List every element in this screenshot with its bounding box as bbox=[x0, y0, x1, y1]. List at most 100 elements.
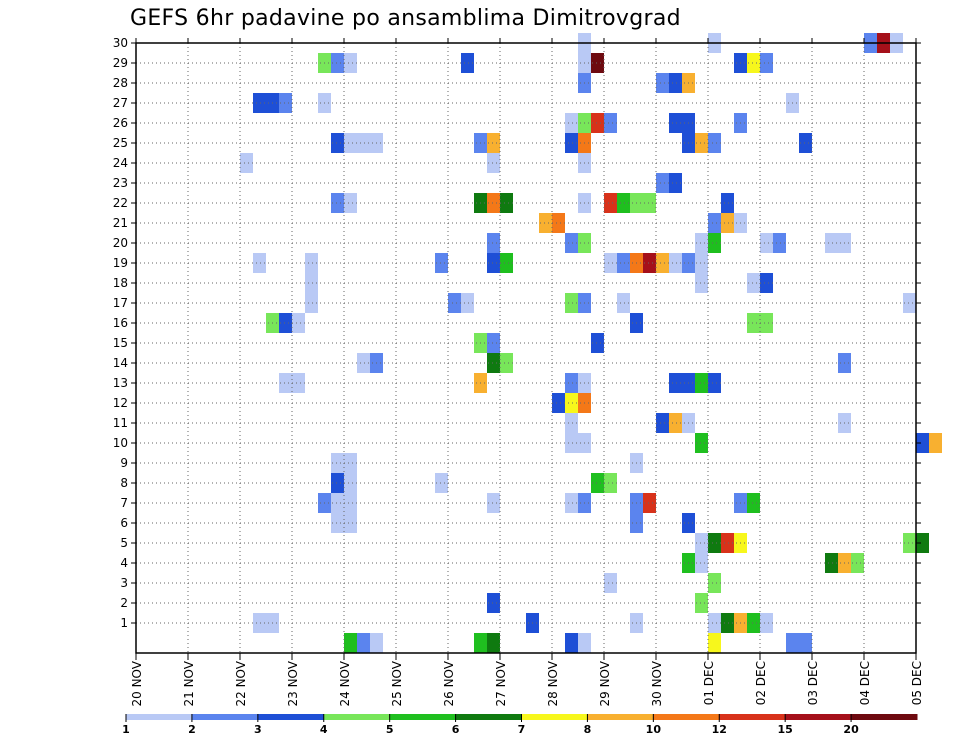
y-tick-label: 21 bbox=[113, 216, 128, 230]
heatmap-cell bbox=[591, 333, 604, 353]
heatmap-cell bbox=[357, 353, 370, 373]
heatmap-cell bbox=[565, 293, 578, 313]
legend-label: 6 bbox=[452, 723, 460, 736]
heatmap-cell bbox=[565, 633, 578, 653]
heatmap-cell bbox=[669, 253, 682, 273]
y-tick-label: 15 bbox=[113, 336, 128, 350]
y-tick-label: 1 bbox=[120, 616, 128, 630]
heatmap-cell bbox=[279, 93, 292, 113]
heatmap-cell bbox=[552, 393, 565, 413]
heatmap-cell bbox=[695, 593, 708, 613]
x-tick-label: 29 NOV bbox=[598, 660, 612, 706]
heatmap-cell bbox=[695, 253, 708, 273]
heatmap-cell bbox=[708, 613, 721, 633]
heatmap-cell bbox=[292, 313, 305, 333]
y-tick-label: 24 bbox=[113, 156, 128, 170]
y-tick-label: 28 bbox=[113, 76, 128, 90]
heatmap-cell bbox=[656, 413, 669, 433]
heatmap-cell bbox=[825, 553, 838, 573]
y-tick-label: 29 bbox=[113, 56, 128, 70]
heatmap-cell bbox=[591, 473, 604, 493]
heatmap-cell bbox=[344, 473, 357, 493]
heatmap-cell bbox=[773, 233, 786, 253]
heatmap-cell bbox=[253, 613, 266, 633]
heatmap-cell bbox=[760, 613, 773, 633]
heatmap-cell bbox=[565, 373, 578, 393]
heatmap-cell bbox=[565, 393, 578, 413]
heatmap-cell bbox=[695, 553, 708, 573]
heatmap-cell bbox=[487, 353, 500, 373]
heatmap-cell bbox=[578, 633, 591, 653]
heatmap-cell bbox=[669, 73, 682, 93]
heatmap-cell bbox=[695, 533, 708, 553]
x-tick-label: 26 NOV bbox=[442, 660, 456, 706]
legend-swatch bbox=[191, 714, 259, 720]
x-tick-label: 28 NOV bbox=[546, 660, 560, 706]
legend-label: 1 bbox=[122, 723, 130, 736]
heatmap-cell bbox=[565, 113, 578, 133]
legend-swatch bbox=[851, 714, 918, 720]
heatmap-cell bbox=[591, 53, 604, 73]
heatmap-cell bbox=[695, 273, 708, 293]
heatmap-cell bbox=[279, 373, 292, 393]
heatmap-cell bbox=[344, 53, 357, 73]
heatmap-cell bbox=[669, 113, 682, 133]
heatmap-cell bbox=[617, 293, 630, 313]
heatmap-cell bbox=[253, 253, 266, 273]
heatmap-cell bbox=[500, 353, 513, 373]
y-tick-label: 12 bbox=[113, 396, 128, 410]
legend-label: 20 bbox=[843, 723, 859, 736]
legend-swatch bbox=[521, 714, 588, 720]
legend-label: 7 bbox=[518, 723, 526, 736]
legend-swatch bbox=[389, 714, 457, 720]
y-tick-label: 27 bbox=[113, 96, 128, 110]
heatmap-cell bbox=[344, 193, 357, 213]
x-tick-label: 25 NOV bbox=[390, 660, 404, 706]
y-tick-label: 2 bbox=[120, 596, 128, 610]
x-tick-label: 01 DEC bbox=[702, 661, 716, 705]
heatmap-cell bbox=[851, 553, 864, 573]
heatmap-cell bbox=[604, 573, 617, 593]
heatmap-cell bbox=[565, 233, 578, 253]
heatmap-cell bbox=[695, 133, 708, 153]
x-tick-label: 21 NOV bbox=[182, 660, 196, 706]
heatmap-cell bbox=[279, 313, 292, 333]
heatmap-cell bbox=[695, 373, 708, 393]
heatmap-cell bbox=[565, 413, 578, 433]
heatmap-cell bbox=[253, 93, 266, 113]
heatmap-cell bbox=[331, 193, 344, 213]
y-tick-label: 11 bbox=[113, 416, 128, 430]
heatmap-cell bbox=[305, 273, 318, 293]
heatmap-cell bbox=[747, 493, 760, 513]
legend-swatch bbox=[323, 714, 391, 720]
y-tick-label: 17 bbox=[113, 296, 128, 310]
y-tick-label: 3 bbox=[120, 576, 128, 590]
heatmap-cell bbox=[500, 193, 513, 213]
y-tick-label: 25 bbox=[113, 136, 128, 150]
y-tick-label: 9 bbox=[120, 456, 128, 470]
heatmap-cell bbox=[461, 293, 474, 313]
heatmap-cell bbox=[695, 433, 708, 453]
y-tick-label: 22 bbox=[113, 196, 128, 210]
heatmap-cell bbox=[903, 533, 916, 553]
heatmap-cell bbox=[656, 173, 669, 193]
x-tick-label: 27 NOV bbox=[494, 660, 508, 706]
heatmap-cell bbox=[916, 533, 929, 553]
legend-swatch bbox=[653, 714, 720, 720]
y-tick-label: 19 bbox=[113, 256, 128, 270]
y-tick-label: 4 bbox=[120, 556, 128, 570]
heatmap-cell bbox=[448, 293, 461, 313]
heatmap-cell bbox=[292, 373, 305, 393]
heatmap-cell bbox=[643, 193, 656, 213]
heatmap-cell bbox=[708, 533, 721, 553]
heatmap-cell bbox=[799, 133, 812, 153]
x-tick-label: 03 DEC bbox=[806, 661, 820, 705]
heatmap-cell bbox=[487, 133, 500, 153]
y-tick-label: 18 bbox=[113, 276, 128, 290]
heatmap-cell bbox=[760, 273, 773, 293]
x-tick-label: 20 NOV bbox=[130, 660, 144, 706]
heatmap-cell bbox=[357, 133, 370, 153]
heatmap-cell bbox=[305, 293, 318, 313]
heatmap-cell bbox=[656, 253, 669, 273]
